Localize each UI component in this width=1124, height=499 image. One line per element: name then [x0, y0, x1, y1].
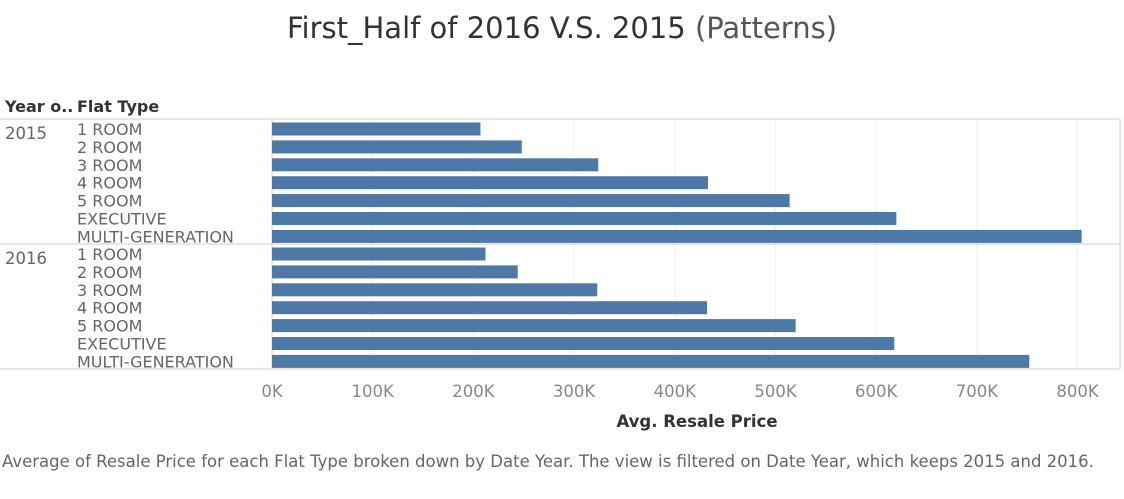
bar[interactable] [272, 283, 598, 297]
flat-type-label: 5 ROOM [77, 192, 142, 211]
chart-title: First_Half of 2016 V.S. 2015 (Patterns) [0, 8, 1124, 48]
bar[interactable] [272, 265, 518, 279]
x-tick-label: 400K [654, 382, 697, 401]
bar[interactable] [272, 354, 1030, 368]
flat-type-label: EXECUTIVE [77, 335, 167, 354]
chart-caption: Average of Resale Price for each Flat Ty… [2, 452, 1094, 471]
flat-type-label: 5 ROOM [77, 317, 142, 336]
bar[interactable] [272, 212, 897, 225]
flat-type-label: 3 ROOM [77, 156, 142, 175]
bar[interactable] [272, 158, 599, 172]
flat-type-label: EXECUTIVE [77, 210, 167, 229]
x-tick-label: 700K [956, 382, 999, 401]
x-tick-label: 200K [452, 382, 495, 401]
chart-title-main: First_Half of 2016 V.S. 2015 [286, 11, 686, 45]
flat-type-label: 3 ROOM [77, 281, 142, 300]
bar[interactable] [272, 140, 522, 154]
x-tick-label: 100K [352, 382, 395, 401]
flat-type-label: MULTI-GENERATION [77, 352, 234, 371]
bar[interactable] [272, 301, 708, 315]
chart-title-sub: (Patterns) [694, 11, 838, 45]
flat-type-label: 2 ROOM [77, 263, 142, 282]
flat-type-label: 4 ROOM [77, 299, 142, 318]
bar[interactable] [272, 247, 486, 261]
bar[interactable] [272, 337, 895, 350]
x-tick-label: 300K [553, 382, 596, 401]
year-label: 2015 [5, 124, 47, 143]
x-tick-label: 0K [261, 382, 283, 401]
year-label: 2016 [5, 249, 47, 268]
bar[interactable] [272, 122, 481, 136]
flat-type-label: 2 ROOM [77, 138, 142, 157]
x-tick-label: 800K [1056, 382, 1099, 401]
x-tick-label: 500K [754, 382, 797, 401]
bar[interactable] [272, 194, 790, 208]
x-axis-title: Avg. Resale Price [616, 412, 777, 431]
flat-type-label: 1 ROOM [77, 245, 142, 264]
flat-type-label: 1 ROOM [77, 120, 142, 139]
bar[interactable] [272, 229, 1082, 243]
flat-type-column-header[interactable]: Flat Type [77, 97, 160, 116]
bar[interactable] [272, 176, 709, 190]
flat-type-label: 4 ROOM [77, 174, 142, 193]
x-tick-label: 600K [855, 382, 898, 401]
bar[interactable] [272, 319, 796, 333]
year-column-header[interactable]: Year o.. [5, 97, 74, 116]
flat-type-label: MULTI-GENERATION [77, 227, 234, 246]
